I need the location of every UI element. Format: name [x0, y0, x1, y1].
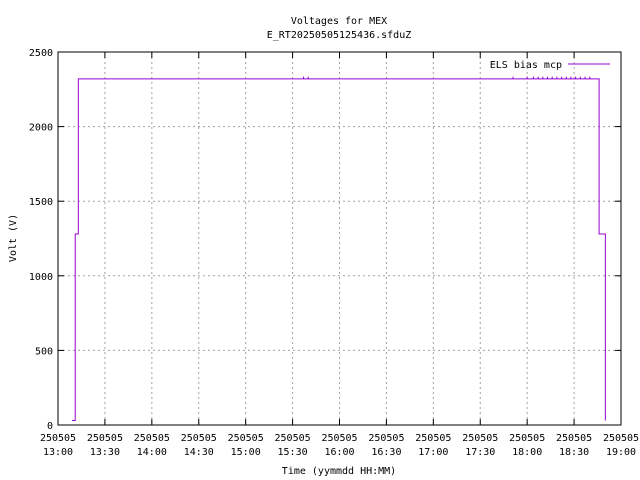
x-tick-time: 15:30: [278, 447, 308, 458]
series-line: [72, 78, 606, 422]
x-tick-date: 250505: [462, 433, 498, 444]
x-tick-date: 250505: [40, 433, 76, 444]
y-tick-labels: 0 500 1000 1500 2000 2500: [29, 48, 53, 432]
x-tick-date: 250505: [415, 433, 451, 444]
y-tick-label: 0: [47, 421, 53, 432]
x-tick-time: 13:00: [43, 447, 73, 458]
x-tick-date: 250505: [134, 433, 170, 444]
x-tick-date: 250505: [556, 433, 592, 444]
x-tick-date: 250505: [321, 433, 357, 444]
y-tick-label: 2000: [29, 123, 53, 134]
x-tick-time: 17:00: [418, 447, 448, 458]
grid-lines: [58, 52, 621, 425]
x-tick-time: 18:00: [512, 447, 542, 458]
chart-subtitle: E_RT20250505125436.sfduZ: [267, 30, 412, 41]
x-tick-time: 15:00: [231, 447, 261, 458]
x-tick-date: 250505: [603, 433, 639, 444]
series-layer: [72, 76, 606, 422]
x-tick-date: 250505: [87, 433, 123, 444]
x-tick-date: 250505: [509, 433, 545, 444]
axis-ticks: [57, 51, 622, 426]
legend: ELS bias mcp: [490, 60, 610, 71]
x-tick-date: 250505: [368, 433, 404, 444]
x-tick-date: 250505: [181, 433, 217, 444]
x-tick-time: 14:00: [137, 447, 167, 458]
x-tick-time: 13:30: [90, 447, 120, 458]
x-tick-date: 250505: [228, 433, 264, 444]
y-tick-label: 1000: [29, 272, 53, 283]
x-tick-date: 250505: [275, 433, 311, 444]
y-tick-label: 1500: [29, 197, 53, 208]
x-tick-time: 16:30: [371, 447, 401, 458]
x-tick-time: 18:30: [559, 447, 589, 458]
x-tick-time: 16:00: [324, 447, 354, 458]
x-tick-time: 14:30: [184, 447, 214, 458]
x-tick-labels: 250505 13:00 250505 13:30 250505 14:00 250505 1…: [40, 433, 639, 458]
x-axis-label: Time (yymmdd HH:MM): [282, 466, 396, 477]
y-axis-label: Volt (V): [8, 214, 19, 262]
y-tick-label: 2500: [29, 48, 53, 59]
x-tick-time: 17:30: [465, 447, 495, 458]
chart-title: Voltages for MEX: [291, 16, 387, 27]
y-tick-label: 500: [35, 346, 53, 357]
x-tick-time: 19:00: [606, 447, 636, 458]
legend-label: ELS bias mcp: [490, 60, 562, 71]
